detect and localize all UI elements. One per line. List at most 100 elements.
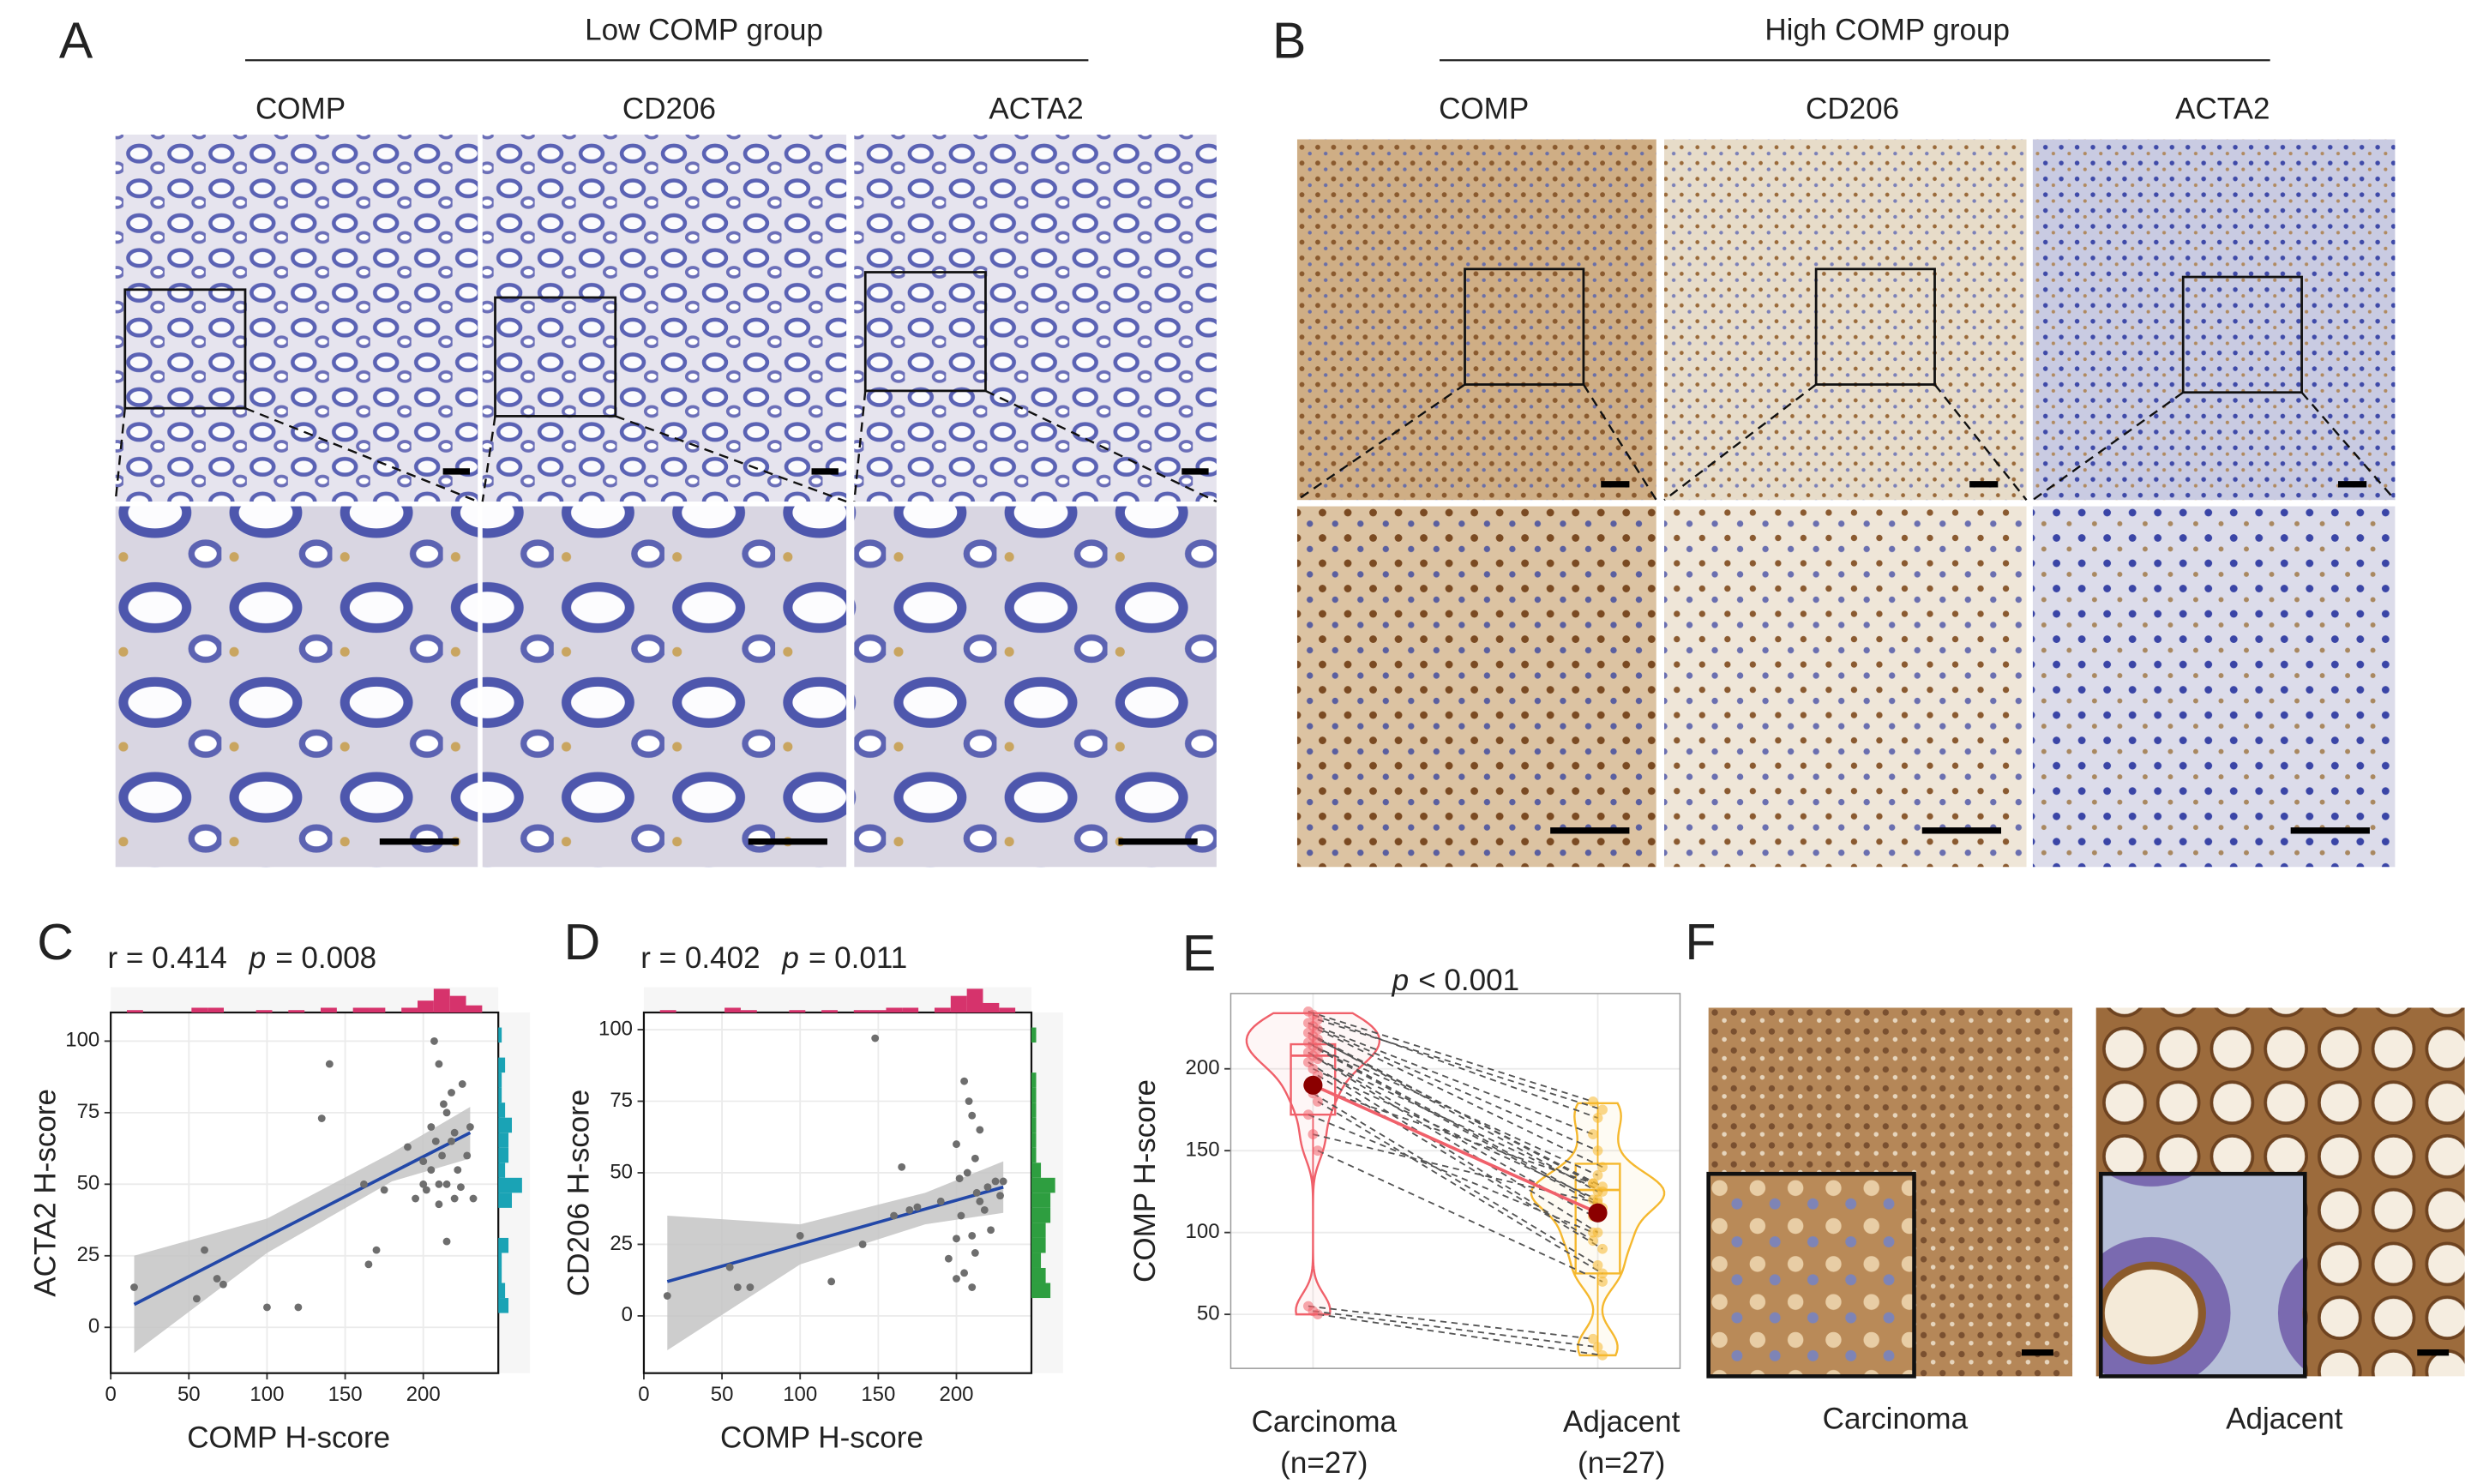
- y-tick-label: 50: [610, 1160, 633, 1183]
- pair-line: [1308, 1061, 1594, 1241]
- y-histogram-bar: [498, 1072, 502, 1088]
- point: [976, 1197, 984, 1205]
- column-title: COMP: [256, 93, 346, 126]
- point: [1592, 1169, 1603, 1181]
- point: [1597, 1349, 1608, 1361]
- point: [1592, 1259, 1603, 1271]
- y-histogram-bar: [1031, 1072, 1037, 1088]
- x-tick-label: 50: [177, 1383, 201, 1406]
- x-histogram-bar: [983, 1002, 1000, 1013]
- point: [1313, 1054, 1323, 1065]
- y-histogram-bar: [498, 1163, 506, 1178]
- point: [980, 1205, 989, 1214]
- y-tick-label: 150: [1186, 1139, 1220, 1162]
- column-title: COMP: [1439, 93, 1529, 126]
- x-tick-label: 50: [711, 1383, 734, 1406]
- x-histogram-bar: [256, 1010, 273, 1013]
- point: [913, 1203, 922, 1211]
- zoom-lines: [114, 389, 1217, 503]
- column-title: CD206: [1806, 93, 1899, 126]
- point: [796, 1231, 804, 1240]
- scale-bars: [379, 468, 1209, 845]
- point: [1588, 1227, 1598, 1238]
- point: [827, 1277, 836, 1286]
- x-histogram-bar: [853, 1010, 870, 1013]
- y-histogram-bar: [498, 1193, 513, 1208]
- x-tick-label: Carcinoma: [1252, 1405, 1398, 1439]
- point: [1588, 1178, 1598, 1189]
- y-histogram-bar: [1031, 1147, 1037, 1163]
- y-histogram-bar: [1031, 1027, 1037, 1043]
- pair-line: [1308, 1042, 1594, 1201]
- x-tick-label: 0: [638, 1383, 649, 1406]
- y-axis-label: ACTA2 H-score: [29, 1089, 63, 1297]
- pair-line: [1313, 1045, 1598, 1176]
- pair-line: [1308, 1305, 1594, 1340]
- x-tick-label: 200: [406, 1383, 441, 1406]
- point: [422, 1186, 430, 1194]
- point: [435, 1180, 443, 1188]
- pair-line: [1317, 1029, 1603, 1169]
- panel-letter: C: [37, 914, 74, 970]
- x-tick-label: 150: [861, 1383, 895, 1406]
- x-histogram-bar: [999, 1007, 1016, 1013]
- x-tick-label: 100: [783, 1383, 817, 1406]
- point: [960, 1077, 969, 1085]
- pair-line: [1317, 1058, 1603, 1193]
- point: [294, 1303, 303, 1312]
- point: [430, 1036, 438, 1045]
- x-histogram-bar: [191, 1007, 208, 1013]
- y-tick-label: 75: [77, 1100, 100, 1123]
- fit-line: [666, 1185, 1004, 1283]
- scale-bars: [1550, 481, 2370, 834]
- stat-p-symbol: p: [249, 941, 267, 975]
- x-histogram-bar: [433, 988, 450, 1013]
- point: [968, 1111, 977, 1120]
- point: [213, 1275, 221, 1283]
- panel-letter: B: [1272, 12, 1306, 69]
- mean-point: [1588, 1203, 1608, 1223]
- point: [953, 1140, 960, 1149]
- zoom-lines: [1296, 383, 2396, 502]
- point: [1313, 1309, 1323, 1320]
- x-histogram-bar: [724, 1007, 741, 1013]
- point: [871, 1034, 880, 1042]
- point: [968, 1283, 977, 1291]
- y-histogram-bar: [498, 1027, 502, 1043]
- micrograph-zoom: [1296, 506, 1656, 868]
- point: [372, 1246, 381, 1254]
- x-histogram-bar: [869, 1010, 887, 1013]
- column-title: CD206: [622, 93, 716, 126]
- micrograph: [854, 134, 1217, 502]
- y-histogram-bar: [498, 1117, 513, 1133]
- x-histogram-bar: [789, 1010, 806, 1013]
- point: [263, 1303, 271, 1312]
- point: [957, 1211, 965, 1220]
- point: [466, 1123, 474, 1131]
- point: [454, 1166, 462, 1175]
- x-histogram-bar: [950, 995, 967, 1013]
- pair-line: [1313, 1310, 1598, 1349]
- pair-line: [1317, 1313, 1603, 1356]
- y-histogram-bar: [1031, 1163, 1042, 1178]
- x-tick-note: (n=27): [1280, 1446, 1368, 1480]
- panel-letter: D: [564, 914, 601, 970]
- x-histogram-bar: [401, 1007, 418, 1013]
- stat-r: r = 0.402: [640, 941, 760, 975]
- y-histogram-bar: [498, 1147, 509, 1163]
- y-histogram-bar: [1031, 1253, 1042, 1268]
- x-histogram-bar: [659, 1010, 676, 1013]
- inset: [1706, 1171, 1916, 1379]
- micrograph: [1664, 139, 2027, 501]
- pair-line: [1308, 1010, 1594, 1102]
- point: [130, 1283, 138, 1291]
- point: [364, 1260, 373, 1269]
- pair-line: [1308, 1084, 1594, 1185]
- y-tick-label: 25: [610, 1232, 633, 1255]
- x-histogram-bar: [466, 1005, 483, 1013]
- mean-point: [1303, 1075, 1323, 1095]
- point: [858, 1241, 867, 1248]
- point: [360, 1180, 368, 1188]
- point: [725, 1263, 734, 1271]
- point: [1597, 1243, 1608, 1254]
